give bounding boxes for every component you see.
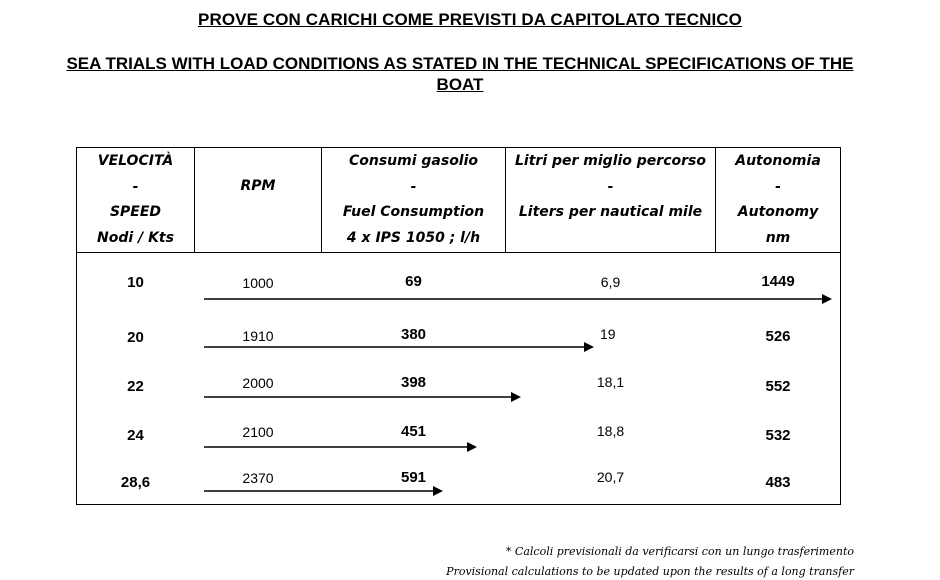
cell-fuel: 69 xyxy=(405,273,422,290)
cell-speed: 20 xyxy=(127,329,144,346)
header-autonomy: Autonomia - Autonomy nm xyxy=(735,153,821,246)
cell-autonomy: 526 xyxy=(765,328,791,345)
cell-fuel: 451 xyxy=(400,423,427,440)
cell-rpm: 2100 xyxy=(242,424,274,440)
header-liters: Litri per miglio percorso - Liters per na… xyxy=(515,153,706,220)
cell-autonomy: 532 xyxy=(765,427,791,444)
cell-speed: 22 xyxy=(127,378,144,395)
title-italian: PROVE CON CARICHI COME PREVISTI DA CAPIT… xyxy=(198,10,742,29)
column-divider xyxy=(715,148,716,252)
cell-liters: 20,7 xyxy=(596,469,625,485)
arrowhead-row-5 xyxy=(433,486,443,496)
cell-liters: 18,8 xyxy=(596,423,625,439)
footnote-italian: * Calcoli previsionali da verificarsi co… xyxy=(505,545,854,558)
cell-fuel: 398 xyxy=(400,374,427,391)
cell-rpm: 1910 xyxy=(242,328,274,344)
cell-autonomy: 483 xyxy=(765,474,791,491)
title-english: SEA TRIALS WITH LOAD CONDITIONS AS STATE… xyxy=(66,54,854,94)
cell-rpm: 2000 xyxy=(242,375,274,391)
header-fuel: Consumi gasolio - Fuel Consumption 4 x IPS… xyxy=(342,153,485,246)
header-rpm: RPM xyxy=(240,178,276,194)
sea-trials-table: VELOCITÀ - SPEED Nodi / Kts RPM Consumi ga… xyxy=(76,147,841,505)
cell-autonomy: 552 xyxy=(765,378,791,395)
cell-autonomy: 1449 xyxy=(761,273,795,290)
arrowhead-row-1 xyxy=(822,294,832,304)
arrowhead-row-2 xyxy=(584,342,594,352)
cell-speed: 24 xyxy=(127,427,144,444)
cell-fuel: 591 xyxy=(400,469,427,486)
column-divider xyxy=(505,148,506,252)
header-divider xyxy=(77,252,840,253)
arrowhead-row-3 xyxy=(511,392,521,402)
cell-liters: 18,1 xyxy=(596,374,625,390)
column-divider xyxy=(321,148,322,252)
range-arrows xyxy=(204,294,832,496)
cell-rpm: 1000 xyxy=(242,275,274,291)
column-divider xyxy=(194,148,195,252)
cell-liters: 6,9 xyxy=(600,274,621,290)
cell-fuel: 380 xyxy=(400,326,427,343)
arrowhead-row-4 xyxy=(467,442,477,452)
cell-liters: 19 xyxy=(600,326,616,342)
cell-speed: 10 xyxy=(127,274,144,291)
footnote-english: Provisional calculations to be updated u… xyxy=(446,565,854,578)
cell-rpm: 2370 xyxy=(242,470,274,486)
header-speed: VELOCITÀ - SPEED Nodi / Kts xyxy=(97,153,174,246)
cell-speed: 28,6 xyxy=(120,474,151,491)
